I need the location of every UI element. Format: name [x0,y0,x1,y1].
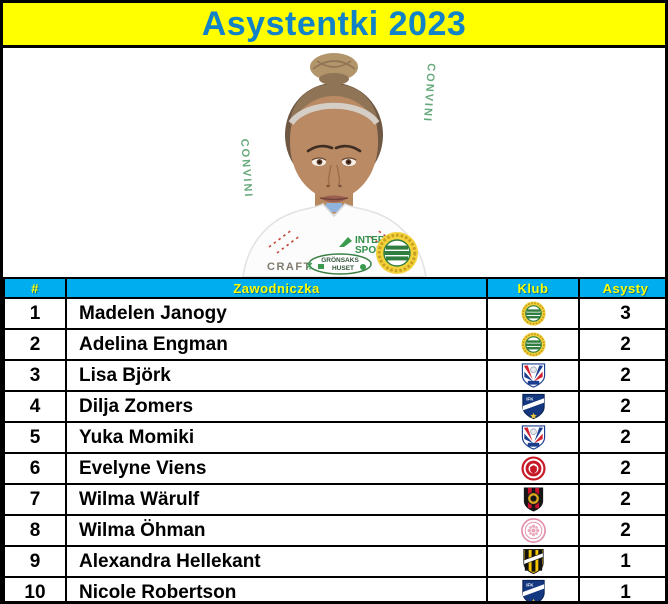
rank-cell: 5 [3,421,67,454]
player-name-cell: Yuka Momiki [65,421,488,454]
rank-cell: 9 [3,545,67,578]
club-cell [486,514,580,547]
assists-cell: 1 [578,545,665,578]
ifk-norrkoping-badge: IFK [520,393,547,420]
assists-cell: 2 [578,421,665,454]
rank-cell: 10 [3,576,67,601]
nose [327,164,340,186]
player-portrait-illustration: CONVINI CONVINI INTER SPORT [238,53,436,277]
hacken-badge [520,548,547,575]
table-row: 1 Madelen Janogy 3 [3,297,665,330]
craft-logo: CRAFT [267,261,312,273]
table-row: 6 Evelyne Viens 2 [3,452,665,485]
rank-cell: 2 [3,328,67,361]
col-header-assists: Asysty [578,277,665,299]
gronsakshuset-logo: GRÖNSAKS HUSET [307,253,372,275]
assists-cell: 2 [578,328,665,361]
club-cell [486,297,580,330]
club-cell [486,483,580,516]
hammarby-badge [520,300,547,327]
player-name-cell: Lisa Björk [65,359,488,392]
col-header-player: Zawodniczka [65,277,488,299]
headband [288,102,379,125]
oval-text-top: GRÖNSAKS [321,255,359,264]
table-header-row: # Zawodniczka Klub Asysty [3,277,665,299]
col-header-rank: # [3,277,67,299]
player-name-cell: Wilma Öhman [65,514,488,547]
title-bar: Asystentki 2023 [3,3,665,48]
left-sleeve-text: CONVINI [238,138,254,199]
svg-text:IFK: IFK [526,583,534,588]
player-name-cell: Wilma Wärulf [65,483,488,516]
table-row: 10 Nicole Robertson IFK 1 [3,576,665,601]
shoulder-speckles [268,228,400,254]
linkoping-badge [520,424,547,451]
intersport-logo: INTER SPORT [338,235,389,256]
rank-cell: 1 [3,297,67,330]
assists-cell: 2 [578,390,665,423]
table-row: 7 Wilma Wärulf 2 [3,483,665,516]
ifk-norrkoping-badge: IFK [520,579,547,601]
table-row: 2 Adelina Engman 2 [3,328,665,361]
club-cell [486,452,580,485]
rank-cell: 4 [3,390,67,423]
assists-cell: 2 [578,483,665,516]
rank-cell: 7 [3,483,67,516]
player-name-cell: Evelyne Viens [65,452,488,485]
brommapojkarna-badge [520,486,547,513]
svg-text:IFK: IFK [526,397,534,402]
linkoping-badge [520,362,547,389]
assists-cell: 3 [578,297,665,330]
rank-cell: 6 [3,452,67,485]
oval-text-bottom: HUSET [331,265,353,272]
club-cell: IFK [486,390,580,423]
club-cell [486,328,580,361]
col-header-club: Klub [486,277,580,299]
sponsor-text-top: INTER [355,235,386,246]
assists-cell: 2 [578,452,665,485]
player-name-cell: Dilja Zomers [65,390,488,423]
right-sleeve-text: CONVINI [420,63,436,124]
rank-cell: 3 [3,359,67,392]
page-title: Asystentki 2023 [201,4,467,43]
table-row: 4 Dilja Zomers IFK 2 [3,390,665,423]
assists-cell: 2 [578,359,665,392]
player-name-cell: Madelen Janogy [65,297,488,330]
sponsor-text-bottom: SPORT [355,245,389,256]
hair-bun [309,53,358,85]
brand-text: CRAFT [267,261,312,273]
club-cell [486,421,580,454]
club-cell [486,359,580,392]
eyes [311,157,356,166]
player-photo: CONVINI CONVINI INTER SPORT [3,48,665,277]
club-cell: IFK [486,576,580,601]
hair-top [289,84,378,125]
uppsala-pink-badge [520,517,547,544]
hammarby-chest-badge [375,232,418,274]
hammarby-badge [520,331,547,358]
face [289,85,378,201]
player-name-cell: Adelina Engman [65,328,488,361]
assists-cell: 1 [578,576,665,601]
rank-cell: 8 [3,514,67,547]
player-name-cell: Nicole Robertson [65,576,488,601]
table-row: 9 Alexandra Hellekant 1 [3,545,665,578]
table-row: 3 Lisa Björk 2 [3,359,665,392]
assists-cell: 2 [578,514,665,547]
assists-table: # Zawodniczka Klub Asysty 1 Madelen Jano… [3,277,665,601]
player-name-cell: Alexandra Hellekant [65,545,488,578]
kristianstad-badge [520,455,547,482]
table-row: 8 Wilma Öhman 2 [3,514,665,547]
table-row: 5 Yuka Momiki 2 [3,421,665,454]
table-body: 1 Madelen Janogy 3 2 Adelina Engman 2 3 … [3,297,665,601]
club-cell [486,545,580,578]
